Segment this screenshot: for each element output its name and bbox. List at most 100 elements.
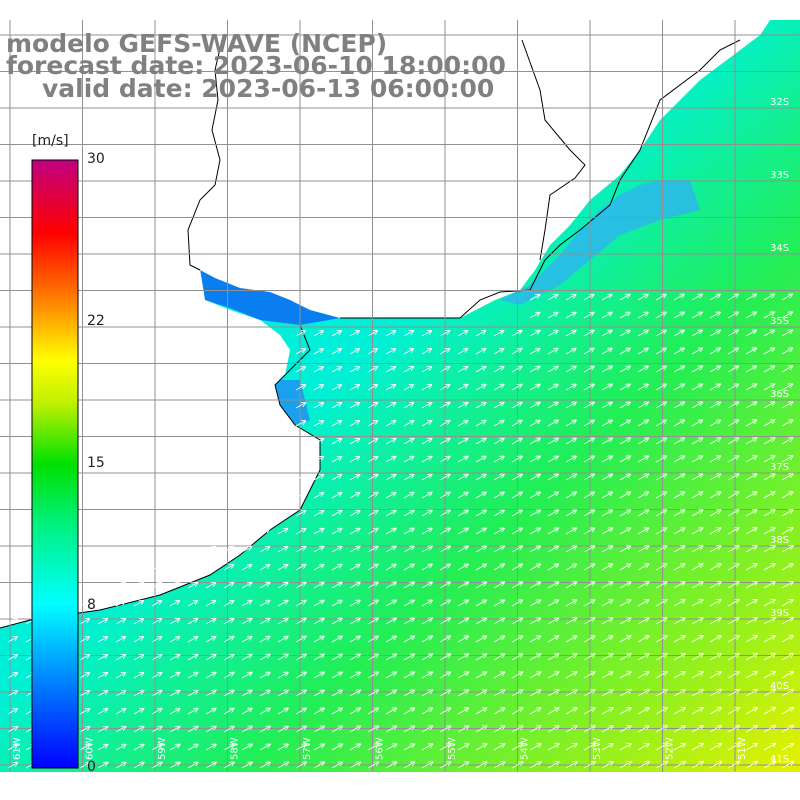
wind-arrow: [439, 708, 450, 715]
wind-arrow: [349, 457, 359, 463]
wind-arrow: [331, 744, 342, 751]
wind-arrow: [691, 564, 703, 571]
wind-arrow: [475, 654, 486, 661]
wind-arrow: [187, 601, 197, 607]
wind-arrow: [745, 330, 756, 337]
wind-arrow: [79, 637, 89, 643]
wind-arrow: [547, 726, 559, 733]
wind-arrow: [403, 439, 413, 445]
wind-arrow: [745, 546, 757, 553]
wind-arrow: [529, 618, 540, 625]
wind-arrow: [475, 708, 486, 715]
wind-arrow: [529, 654, 540, 661]
wind-arrow: [79, 655, 89, 661]
wind-arrow: [637, 474, 648, 481]
wind-arrow: [277, 601, 288, 607]
wind-arrow: [439, 546, 450, 553]
wind-arrow: [673, 294, 684, 301]
wind-arrow: [691, 492, 702, 499]
wind-arrow: [367, 457, 377, 463]
wind-arrow: [439, 493, 450, 499]
wind-arrow: [313, 367, 323, 373]
wind-arrow: [421, 582, 432, 589]
wind-arrow: [655, 492, 666, 499]
wind-arrow: [331, 349, 341, 355]
wind-arrow: [457, 690, 468, 697]
wind-arrow: [763, 600, 775, 607]
wind-arrow: [781, 510, 793, 517]
wind-arrow: [529, 295, 539, 301]
wind-arrow: [277, 708, 288, 715]
wind-arrow: [331, 529, 342, 535]
wind-arrow: [421, 708, 432, 715]
wind-arrow: [493, 385, 504, 391]
wind-arrow: [187, 583, 197, 589]
wind-arrow: [169, 673, 179, 679]
wind-arrow: [655, 438, 666, 445]
wind-arrow: [547, 492, 558, 499]
wind-arrow: [349, 493, 359, 499]
wind-arrow: [709, 708, 721, 715]
wind-arrow: [745, 384, 756, 391]
wind-arrow: [619, 492, 630, 499]
wind-arrow: [763, 726, 775, 733]
wind-arrow: [295, 331, 305, 337]
wind-arrow: [169, 601, 179, 607]
wind-arrow: [187, 691, 198, 697]
wind-arrow: [115, 763, 126, 769]
wind-arrow: [421, 546, 432, 553]
wind-arrow: [727, 582, 739, 589]
wind-arrow: [583, 654, 595, 661]
wind-arrow: [349, 601, 360, 607]
wind-arrow: [601, 366, 612, 373]
wind-arrow: [331, 726, 342, 733]
wind-arrow: [277, 583, 288, 589]
wind-arrow: [439, 690, 450, 697]
wind-arrow: [619, 708, 631, 715]
wind-arrow: [727, 618, 739, 625]
wind-arrow: [151, 637, 161, 643]
wind-arrow: [331, 690, 342, 697]
wind-arrow: [763, 384, 774, 391]
wind-arrow: [403, 547, 414, 553]
wind-arrow: [673, 528, 684, 535]
wind-arrow: [331, 511, 341, 517]
wind-arrow: [439, 331, 449, 337]
wind-arrow: [169, 763, 180, 769]
wind-arrow: [457, 510, 468, 517]
wind-arrow: [493, 439, 504, 445]
wind-arrow: [205, 655, 216, 661]
wind-arrow: [745, 294, 756, 301]
wind-arrow: [367, 762, 378, 769]
wind-arrow: [565, 438, 576, 445]
wind-arrow: [187, 655, 197, 661]
wind-arrow: [457, 457, 468, 463]
wind-arrow: [457, 744, 468, 751]
wind-arrow: [781, 312, 792, 319]
wind-arrow: [529, 313, 539, 319]
wind-arrow: [529, 456, 540, 463]
wind-arrow: [583, 528, 594, 535]
wind-arrow: [259, 547, 269, 553]
wind-arrow: [493, 564, 504, 571]
wind-arrow: [709, 330, 720, 337]
wind-arrow: [637, 384, 648, 391]
wind-arrow: [691, 546, 703, 553]
wind-arrow: [565, 636, 576, 643]
wind-arrow: [529, 438, 540, 445]
wind-arrow: [349, 583, 360, 589]
wind-arrow: [421, 367, 431, 373]
wind-arrow: [187, 619, 197, 625]
wind-arrow: [493, 744, 505, 751]
wind-arrow: [583, 420, 594, 427]
wind-arrow: [439, 762, 450, 769]
wind-arrow: [709, 546, 721, 553]
wind-arrow: [385, 367, 395, 373]
wind-arrow: [385, 493, 396, 499]
wind-arrow: [493, 600, 504, 607]
wind-arrow: [403, 385, 413, 391]
wind-arrow: [475, 762, 487, 769]
wind-arrow: [385, 457, 395, 463]
wind-arrow: [421, 511, 432, 517]
wind-arrow: [547, 564, 558, 571]
